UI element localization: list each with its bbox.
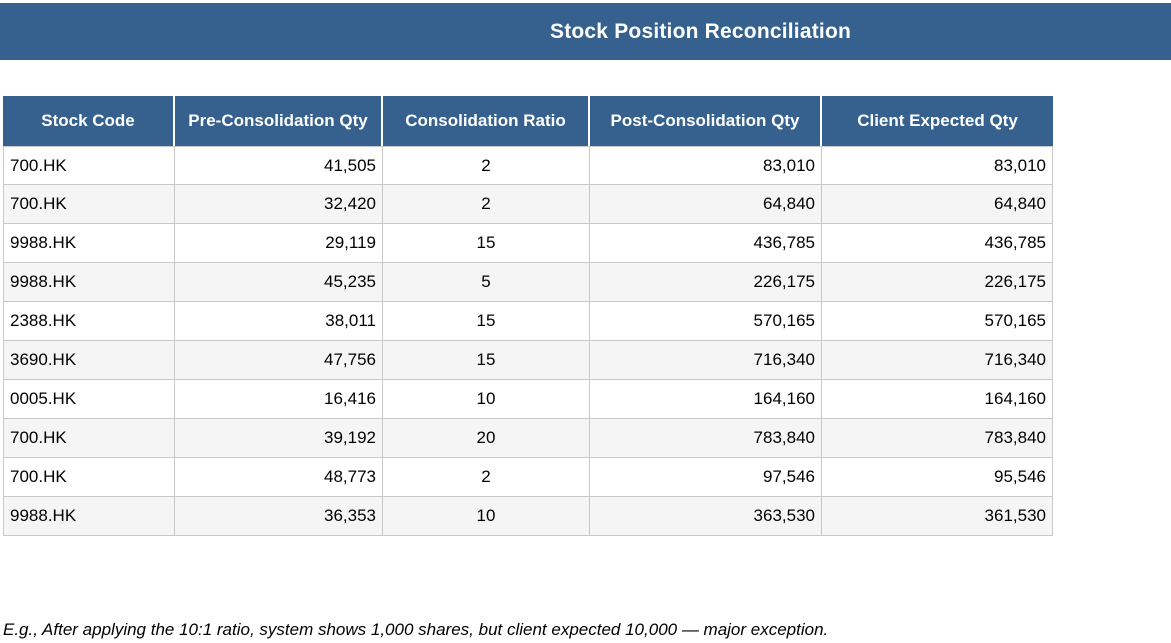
cell-post-qty: 64,840	[590, 185, 822, 224]
col-consolidation-ratio: Consolidation Ratio	[383, 96, 590, 146]
cell-stock-code: 9988.HK	[3, 497, 175, 536]
table-row: 0005.HK 16,416 10 164,160 164,160	[3, 380, 1053, 419]
table-row: 9988.HK 45,235 5 226,175 226,175	[3, 263, 1053, 302]
cell-post-qty: 83,010	[590, 146, 822, 185]
cell-stock-code: 700.HK	[3, 185, 175, 224]
col-pre-consolidation-qty: Pre-Consolidation Qty	[175, 96, 383, 146]
cell-ratio: 20	[383, 419, 590, 458]
cell-ratio: 15	[383, 302, 590, 341]
cell-ratio: 15	[383, 224, 590, 263]
cell-pre-qty: 41,505	[175, 146, 383, 185]
cell-post-qty: 436,785	[590, 224, 822, 263]
cell-post-qty: 164,160	[590, 380, 822, 419]
cell-pre-qty: 48,773	[175, 458, 383, 497]
cell-ratio: 2	[383, 185, 590, 224]
table-row: 700.HK 41,505 2 83,010 83,010	[3, 146, 1053, 185]
cell-pre-qty: 45,235	[175, 263, 383, 302]
cell-post-qty: 783,840	[590, 419, 822, 458]
cell-pre-qty: 39,192	[175, 419, 383, 458]
reconciliation-table: Stock Code Pre-Consolidation Qty Consoli…	[3, 96, 1053, 536]
cell-pre-qty: 16,416	[175, 380, 383, 419]
cell-expected-qty: 164,160	[822, 380, 1053, 419]
cell-pre-qty: 38,011	[175, 302, 383, 341]
cell-ratio: 5	[383, 263, 590, 302]
table-row: 700.HK 48,773 2 97,546 95,546	[3, 458, 1053, 497]
table-row: 3690.HK 47,756 15 716,340 716,340	[3, 341, 1053, 380]
table-row: 700.HK 39,192 20 783,840 783,840	[3, 419, 1053, 458]
cell-stock-code: 0005.HK	[3, 380, 175, 419]
page-title: Stock Position Reconciliation	[549, 19, 851, 43]
cell-stock-code: 3690.HK	[3, 341, 175, 380]
cell-ratio: 2	[383, 458, 590, 497]
table-row: 9988.HK 29,119 15 436,785 436,785	[3, 224, 1053, 263]
cell-expected-qty: 716,340	[822, 341, 1053, 380]
cell-stock-code: 9988.HK	[3, 224, 175, 263]
cell-expected-qty: 361,530	[822, 497, 1053, 536]
cell-expected-qty: 95,546	[822, 458, 1053, 497]
table-row: 2388.HK 38,011 15 570,165 570,165	[3, 302, 1053, 341]
cell-stock-code: 9988.HK	[3, 263, 175, 302]
cell-pre-qty: 47,756	[175, 341, 383, 380]
cell-expected-qty: 83,010	[822, 146, 1053, 185]
table-row: 700.HK 32,420 2 64,840 64,840	[3, 185, 1053, 224]
cell-stock-code: 2388.HK	[3, 302, 175, 341]
cell-post-qty: 363,530	[590, 497, 822, 536]
cell-post-qty: 570,165	[590, 302, 822, 341]
cell-expected-qty: 570,165	[822, 302, 1053, 341]
cell-ratio: 15	[383, 341, 590, 380]
cell-pre-qty: 29,119	[175, 224, 383, 263]
col-client-expected-qty: Client Expected Qty	[822, 96, 1053, 146]
cell-post-qty: 97,546	[590, 458, 822, 497]
cell-stock-code: 700.HK	[3, 458, 175, 497]
table-header-row: Stock Code Pre-Consolidation Qty Consoli…	[3, 96, 1053, 146]
cell-expected-qty: 436,785	[822, 224, 1053, 263]
cell-expected-qty: 64,840	[822, 185, 1053, 224]
cell-ratio: 10	[383, 380, 590, 419]
cell-pre-qty: 32,420	[175, 185, 383, 224]
cell-ratio: 2	[383, 146, 590, 185]
cell-expected-qty: 226,175	[822, 263, 1053, 302]
cell-pre-qty: 36,353	[175, 497, 383, 536]
col-stock-code: Stock Code	[3, 96, 175, 146]
cell-ratio: 10	[383, 497, 590, 536]
table-row: 9988.HK 36,353 10 363,530 361,530	[3, 497, 1053, 536]
cell-stock-code: 700.HK	[3, 146, 175, 185]
footnote: E.g., After applying the 10:1 ratio, sys…	[3, 620, 829, 639]
cell-post-qty: 226,175	[590, 263, 822, 302]
col-post-consolidation-qty: Post-Consolidation Qty	[590, 96, 822, 146]
cell-post-qty: 716,340	[590, 341, 822, 380]
app-header: Stock Position Reconciliation	[0, 3, 1171, 60]
cell-stock-code: 700.HK	[3, 419, 175, 458]
cell-expected-qty: 783,840	[822, 419, 1053, 458]
